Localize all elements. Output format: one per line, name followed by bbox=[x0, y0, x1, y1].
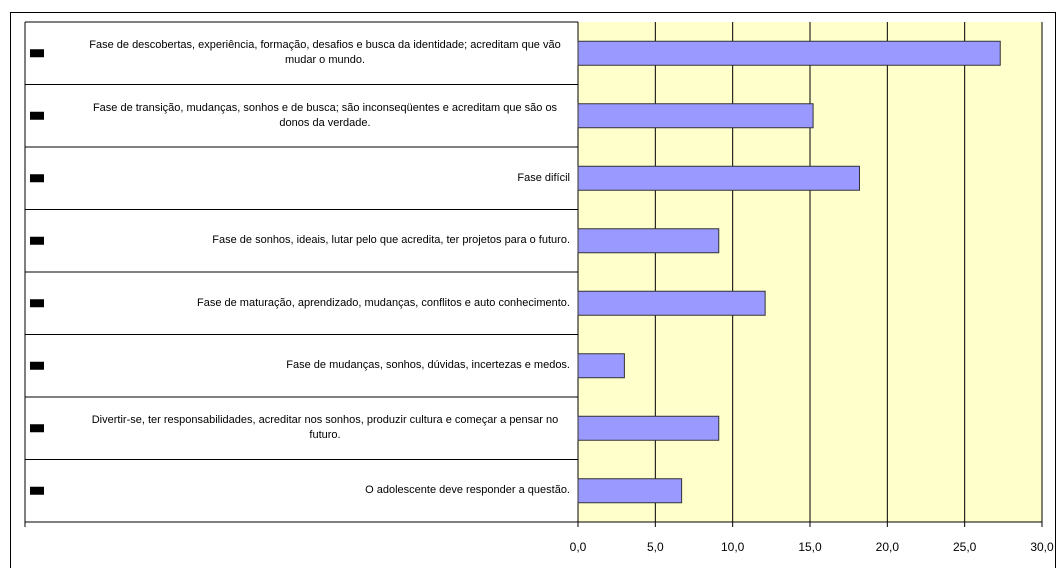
category-text: Divertir-se, ter responsabilidades, acre… bbox=[91, 414, 559, 442]
category-label: Fase de transição, mudanças, sonhos e de… bbox=[30, 85, 570, 148]
category-text: Fase de mudanças, sonhos, dúvidas, incer… bbox=[286, 359, 570, 372]
legend-key bbox=[30, 111, 44, 120]
legend-key bbox=[30, 174, 44, 183]
bar bbox=[577, 165, 860, 191]
x-tick-label: 15,0 bbox=[798, 540, 822, 554]
bar bbox=[577, 290, 766, 316]
category-text: Fase de sonhos, ideais, lutar pelo que a… bbox=[212, 234, 570, 247]
category-label: O adolescente deve responder a questão. bbox=[30, 460, 570, 523]
category-text: O adolescente deve responder a questão. bbox=[365, 484, 570, 497]
x-tick-label: 25,0 bbox=[953, 540, 977, 554]
category-text: Fase de maturação, aprendizado, mudanças… bbox=[196, 296, 570, 309]
x-tick-label: 5,0 bbox=[647, 540, 664, 554]
category-label: Fase de mudanças, sonhos, dúvidas, incer… bbox=[30, 335, 570, 398]
category-text: Fase de transição, mudanças, sonhos e de… bbox=[92, 101, 558, 129]
category-text: Fase difícil bbox=[517, 171, 570, 184]
legend-key bbox=[30, 361, 44, 370]
bar bbox=[577, 353, 625, 379]
category-label: Fase difícil bbox=[30, 147, 570, 210]
legend-key bbox=[30, 424, 44, 433]
category-label: Fase de sonhos, ideais, lutar pelo que a… bbox=[30, 210, 570, 273]
category-label: Divertir-se, ter responsabilidades, acre… bbox=[30, 397, 570, 460]
x-tick-label: 0,0 bbox=[570, 540, 587, 554]
bar bbox=[577, 40, 1001, 66]
bar bbox=[577, 103, 814, 129]
legend-key bbox=[30, 236, 44, 245]
x-tick-label: 30,0 bbox=[1030, 540, 1054, 554]
bar bbox=[577, 228, 720, 254]
legend-key bbox=[30, 49, 44, 58]
category-label: Fase de descobertas, experiência, formaç… bbox=[30, 22, 570, 85]
legend-key bbox=[30, 486, 44, 495]
bar bbox=[577, 478, 683, 504]
legend-key bbox=[30, 299, 44, 308]
bar bbox=[577, 415, 720, 441]
x-tick-label: 10,0 bbox=[721, 540, 745, 554]
category-label: Fase de maturação, aprendizado, mudanças… bbox=[30, 272, 570, 335]
category-text: Fase de descobertas, experiência, formaç… bbox=[89, 39, 561, 67]
x-tick-label: 20,0 bbox=[876, 540, 900, 554]
